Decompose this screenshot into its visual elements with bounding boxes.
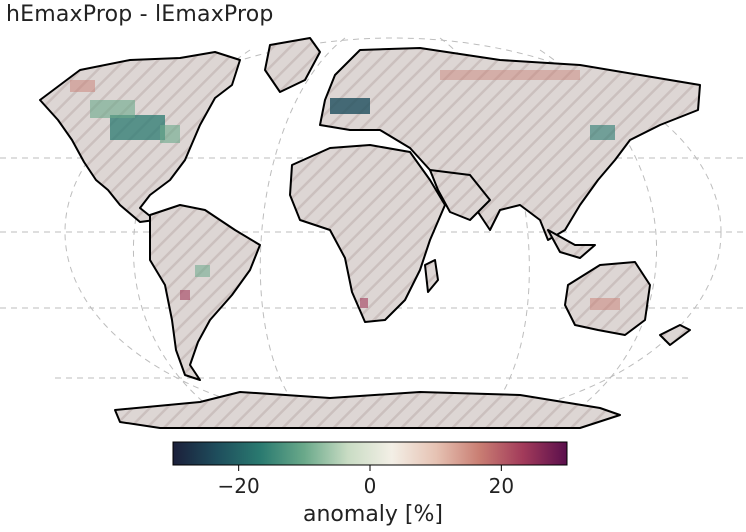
south-america [149,204,261,381]
new-zealand [659,324,691,346]
colorbar-tick-label: 20 [488,474,515,498]
antarctica [114,391,621,429]
colorbar-label: anomaly [%] [303,502,443,527]
anomaly-cells [70,70,620,310]
map-title: hEmaxProp - lEmaxProp [6,2,274,27]
colorbar-tick-label: −20 [217,474,260,498]
africa [289,144,446,323]
se-asia-islands [547,229,596,259]
world-map [0,37,746,429]
colorbar-gradient [172,441,568,471]
arabia [429,169,491,221]
colorbar-tick-label: 0 [363,474,377,498]
landmasses [39,37,701,429]
greenland [264,37,321,93]
madagascar [424,259,439,293]
colorbar: −20 0 20 anomaly [%] [0,436,746,532]
